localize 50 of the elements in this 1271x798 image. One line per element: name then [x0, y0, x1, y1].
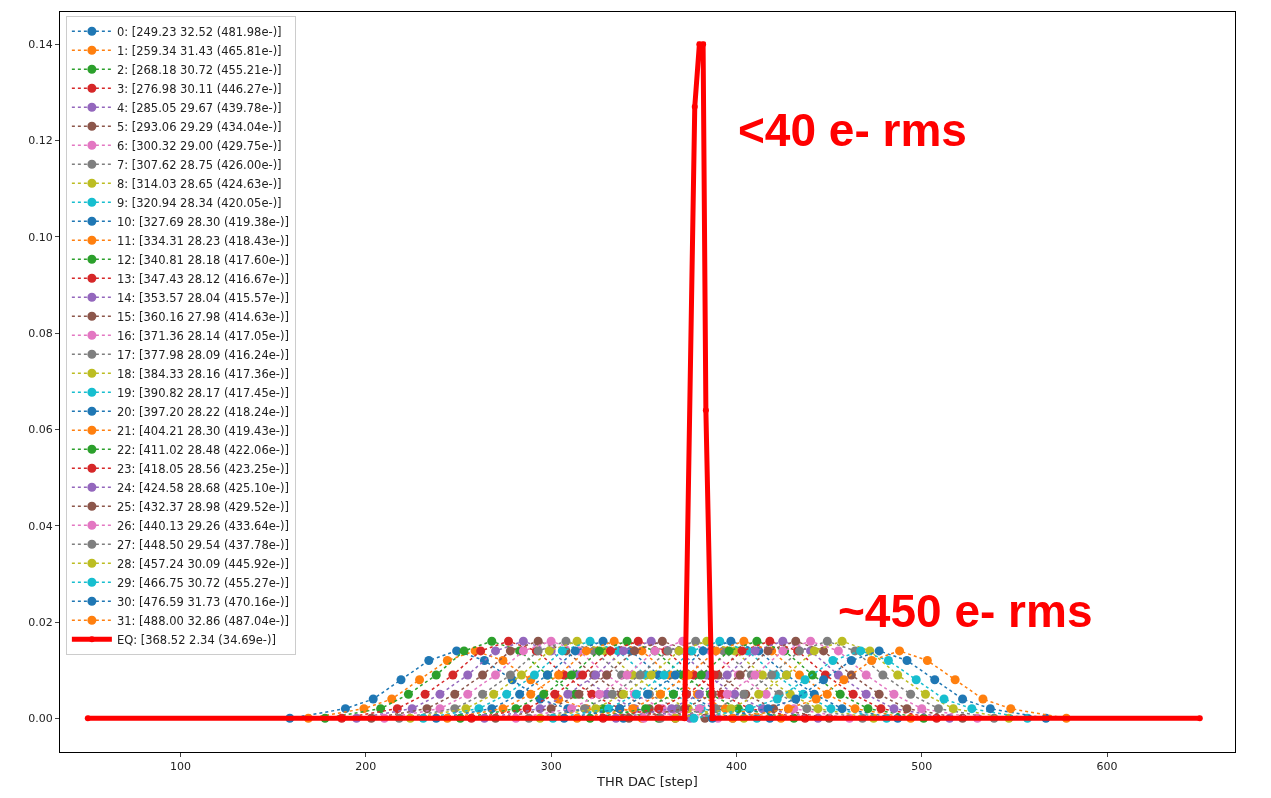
legend-label: 21: [404.21 28.30 (419.43e-)]	[116, 423, 289, 438]
legend-label: 14: [353.57 28.04 (415.57e-)]	[116, 290, 289, 305]
legend-label: 17: [377.98 28.09 (416.24e-)]	[116, 347, 289, 362]
legend-label: 27: [448.50 29.54 (437.78e-)]	[116, 537, 289, 552]
legend-label: 5: [293.06 29.29 (434.04e-)]	[116, 119, 282, 134]
legend-label: 20: [397.20 28.22 (418.24e-)]	[116, 404, 289, 419]
legend-label: 2: [268.18 30.72 (455.21e-)]	[116, 62, 282, 77]
legend-label: EQ: [368.52 2.34 (34.69e-)]	[116, 632, 276, 647]
annotation: <40 e- rms	[738, 104, 967, 156]
legend-label: 8: [314.03 28.65 (424.63e-)]	[116, 176, 282, 191]
legend-label: 6: [300.32 29.00 (429.75e-)]	[116, 138, 282, 153]
legend-label: 12: [340.81 28.18 (417.60e-)]	[116, 252, 289, 267]
legend-label: 31: [488.00 32.86 (487.04e-)]	[116, 613, 289, 628]
y-tick-label: 0.04	[28, 519, 53, 533]
x-tick-label: 600	[1096, 760, 1118, 774]
y-tick-label: 0.10	[28, 230, 53, 244]
y-tick-label: 0.00	[28, 712, 53, 726]
legend-label: 18: [384.33 28.16 (417.36e-)]	[116, 366, 289, 381]
legend-label: 30: [476.59 31.73 (470.16e-)]	[116, 594, 289, 609]
legend-label: 19: [390.82 28.17 (417.45e-)]	[116, 385, 289, 400]
legend-label: 29: [466.75 30.72 (455.27e-)]	[116, 575, 289, 590]
legend-label: 7: [307.62 28.75 (426.00e-)]	[116, 157, 282, 172]
legend-label: 26: [440.13 29.26 (433.64e-)]	[116, 518, 289, 533]
y-tick-label: 0.08	[28, 326, 53, 340]
y-tick-label: 0.12	[28, 134, 53, 148]
legend-label: 15: [360.16 27.98 (414.63e-)]	[116, 309, 289, 324]
legend-label: 9: [320.94 28.34 (420.05e-)]	[116, 195, 282, 210]
y-tick-label: 0.02	[28, 615, 53, 629]
legend-label: 3: [276.98 30.11 (446.27e-)]	[116, 81, 282, 96]
legend-label: 24: [424.58 28.68 (425.10e-)]	[116, 480, 289, 495]
legend-label: 1: [259.34 31.43 (465.81e-)]	[116, 43, 282, 58]
legend-label: 25: [432.37 28.98 (429.52e-)]	[116, 499, 289, 514]
legend-label: 23: [418.05 28.56 (423.25e-)]	[116, 461, 289, 476]
y-tick-label: 0.06	[28, 423, 53, 437]
annotation: ~450 e- rms	[838, 585, 1093, 637]
x-tick-label: 200	[355, 760, 377, 774]
y-tick-label: 0.14	[28, 38, 53, 52]
legend-label: 13: [347.43 28.12 (416.67e-)]	[116, 271, 289, 286]
x-tick-label: 400	[725, 760, 747, 774]
x-tick-label: 500	[911, 760, 933, 774]
legend-label: 22: [411.02 28.48 (422.06e-)]	[116, 442, 289, 457]
x-axis-title: THR DAC [step]	[596, 773, 698, 789]
legend-label: 11: [334.31 28.23 (418.43e-)]	[116, 233, 289, 248]
legend-label: 0: [249.23 32.52 (481.98e-)]	[116, 24, 282, 39]
legend-label: 28: [457.24 30.09 (445.92e-)]	[116, 556, 289, 571]
x-tick-label: 100	[169, 760, 191, 774]
legend-label: 10: [327.69 28.30 (419.38e-)]	[116, 214, 289, 229]
x-tick-label: 300	[540, 760, 562, 774]
legend-label: 4: [285.05 29.67 (439.78e-)]	[116, 100, 282, 115]
legend-label: 16: [371.36 28.14 (417.05e-)]	[116, 328, 289, 343]
